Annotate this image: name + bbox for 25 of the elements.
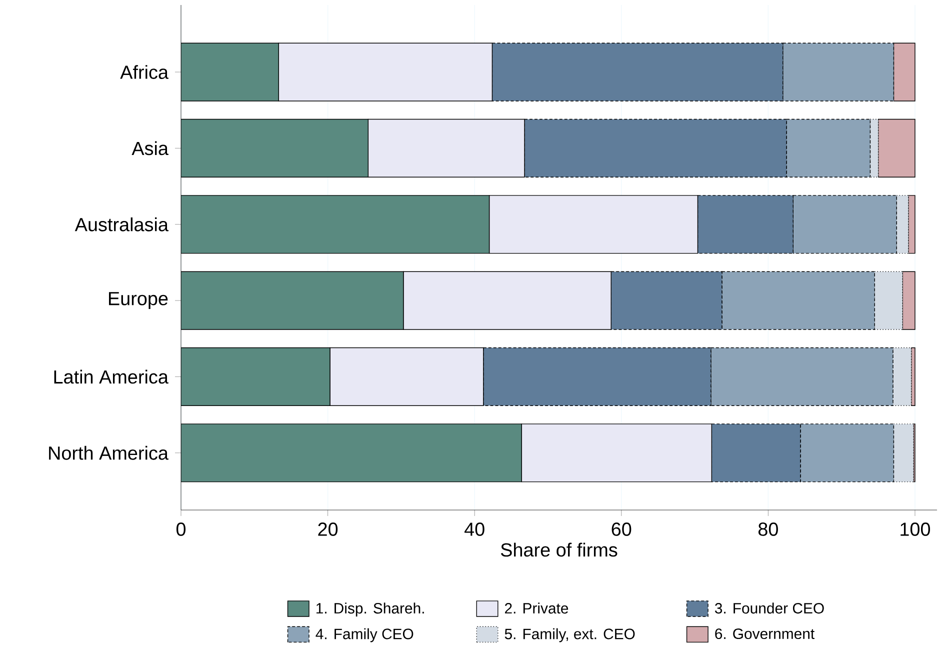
x-tick-label: 0 [176,522,186,536]
legend-label: 1. Disp. Shareh. [316,602,424,617]
x-tick-label: 20 [318,522,338,536]
legend-label: 6. Government [715,628,815,640]
y-tick-label: Asia [132,141,168,156]
legend-label: 5. Family, ext. CEO [504,628,635,642]
y-tick-label: Latin America [54,370,168,384]
legend-label: 3. Founder CEO [714,602,824,614]
legend-label: 2. Private [504,602,568,614]
x-tick-label: 80 [758,522,778,536]
y-tick-label: North America [49,446,168,460]
y-tick-label: Europe [108,292,168,310]
x-tick-label: 40 [464,522,484,536]
bar [180,347,330,406]
x-tick-label: 60 [612,522,632,536]
x-axis-title: Share of firms [500,542,618,557]
bar [180,271,404,330]
bar [180,195,490,254]
bar [180,424,522,482]
bar [180,42,279,102]
y-tick-label: Africa [120,65,168,79]
legend-label: 4. Family CEO [316,628,414,642]
y-tick-label: Australasia [74,217,168,232]
bar [180,118,369,178]
x-tick-label: 100 [900,522,930,536]
